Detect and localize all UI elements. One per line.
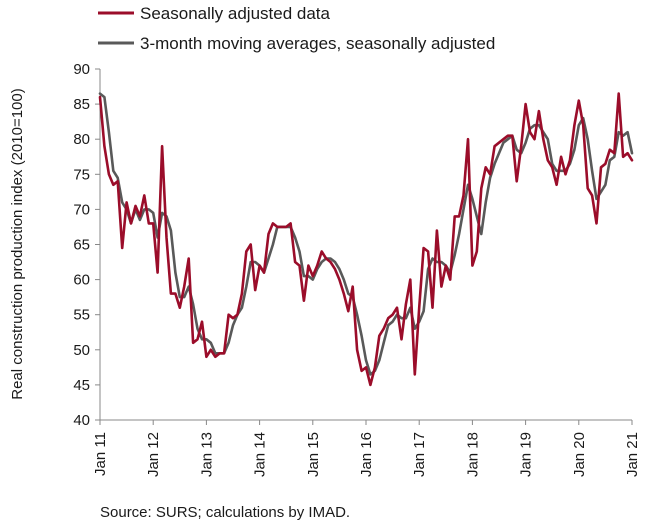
- x-tick-label: Jan 11: [92, 432, 109, 476]
- legend-label-moving-average: 3-month moving averages, seasonally adju…: [140, 34, 495, 53]
- y-axis-title: Real construction production index (2010…: [9, 88, 26, 399]
- plot-area: [98, 92, 634, 387]
- y-tick-label: 60: [73, 272, 90, 289]
- series-line-moving-average: [98, 92, 634, 376]
- x-tick-label: Jan 14: [252, 432, 269, 477]
- y-tick-label: 40: [73, 412, 90, 429]
- y-tick-label: 65: [73, 237, 90, 254]
- y-tick-label: 45: [73, 377, 90, 394]
- x-tick-label: Jan 20: [571, 432, 588, 477]
- y-tick-label: 55: [73, 307, 90, 324]
- x-tick-label: Jan 15: [305, 432, 322, 477]
- y-tick-label: 85: [73, 96, 90, 113]
- x-tick-label: Jan 17: [411, 432, 428, 477]
- x-tick-label: Jan 19: [518, 432, 535, 477]
- axes: 40 45 50 55 60 65 70 75 80 85 90 Jan 11 Jan 12 Jan 13…: [73, 61, 641, 477]
- y-tick-label: 50: [73, 342, 90, 359]
- source-note: Source: SURS; calculations by IMAD.: [100, 504, 351, 521]
- y-tick-label: 90: [73, 61, 90, 78]
- y-tick-label: 80: [73, 131, 90, 148]
- series-line-seasonally-adjusted: [98, 92, 634, 387]
- x-tick-label: Jan 12: [145, 432, 162, 477]
- x-tick-label: Jan 13: [198, 432, 215, 477]
- x-tick-label: Jan 18: [464, 432, 481, 477]
- y-tick-label: 75: [73, 166, 90, 183]
- y-tick-label: 70: [73, 201, 90, 218]
- x-tick-label: Jan 21: [624, 432, 641, 477]
- x-tick-label: Jan 16: [358, 432, 375, 477]
- legend: Seasonally adjusted data 3-month moving …: [98, 4, 495, 53]
- legend-label-seasonally-adjusted: Seasonally adjusted data: [140, 4, 331, 23]
